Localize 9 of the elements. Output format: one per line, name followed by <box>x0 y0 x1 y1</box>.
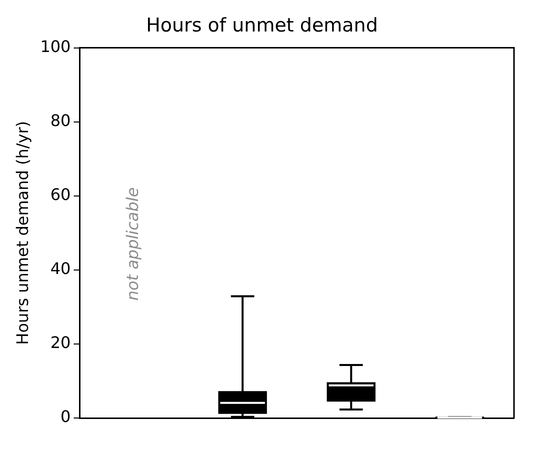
chart-title: Hours of unmet demand <box>146 14 378 36</box>
annotation: not applicable <box>123 187 142 301</box>
y-tick-label: 40 <box>50 259 71 278</box>
y-axis-title: Hours unmet demand (h/yr) <box>12 120 32 345</box>
y-tick-label: 60 <box>50 185 71 204</box>
y-tick-label: 100 <box>40 36 71 56</box>
y-tick-label: 20 <box>50 333 71 352</box>
y-tick-label: 0 <box>60 407 71 426</box>
y-tick-label: 80 <box>50 110 71 130</box>
